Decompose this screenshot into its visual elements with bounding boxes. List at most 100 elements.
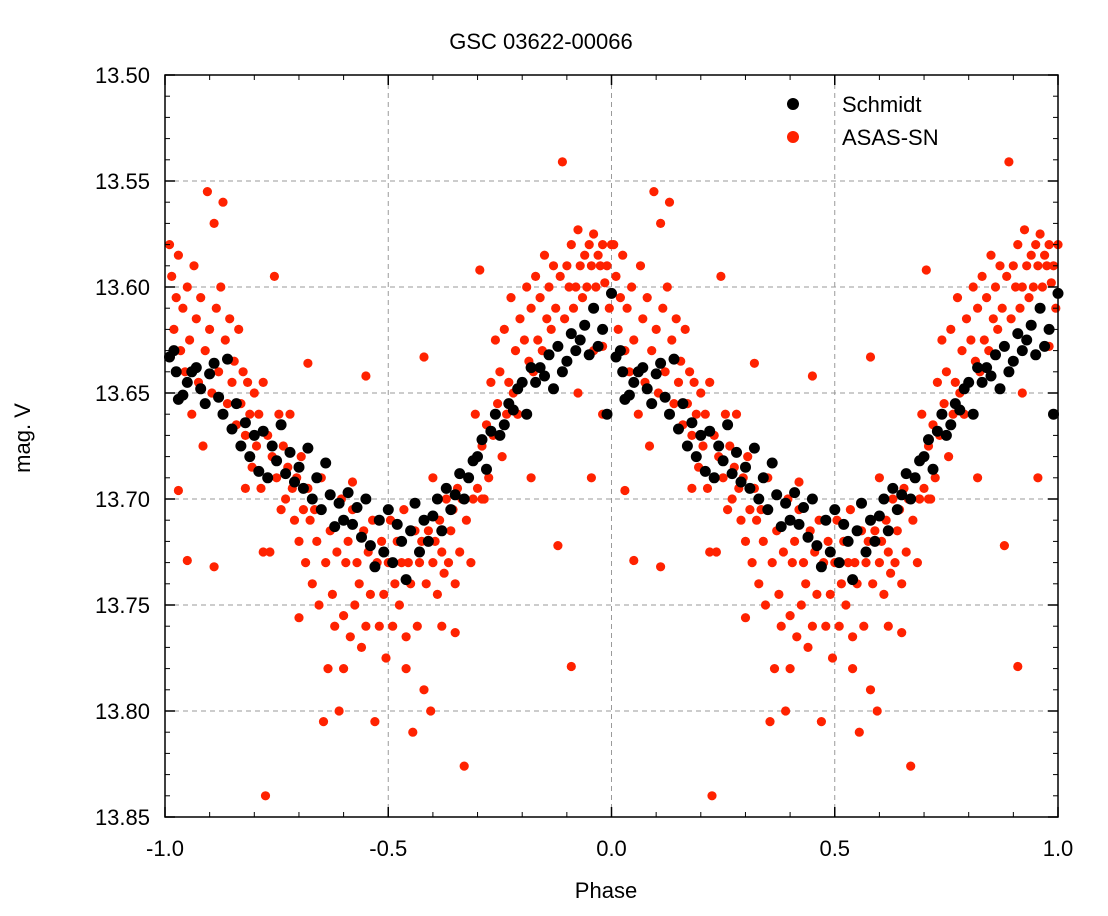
data-point <box>811 540 823 552</box>
data-point <box>802 531 814 543</box>
data-point <box>458 493 470 505</box>
data-point <box>238 367 248 377</box>
data-point <box>258 377 268 387</box>
data-point <box>345 632 355 642</box>
data-point <box>566 240 576 250</box>
data-point <box>982 293 992 303</box>
data-point <box>731 446 742 458</box>
data-point <box>979 335 989 345</box>
data-point <box>443 558 454 568</box>
data-point <box>1007 355 1019 367</box>
data-point <box>377 536 387 547</box>
data-point <box>262 472 274 484</box>
data-point <box>869 535 881 547</box>
data-point <box>312 536 322 547</box>
data-point <box>439 568 449 578</box>
data-point <box>274 409 284 419</box>
data-point <box>622 303 632 313</box>
data-point <box>1006 314 1016 324</box>
data-point <box>897 579 907 589</box>
data-point <box>421 579 431 589</box>
data-point <box>253 465 265 477</box>
data-point <box>588 302 600 314</box>
data-point <box>1021 334 1033 346</box>
data-point <box>990 349 1001 361</box>
data-point <box>868 579 878 589</box>
data-point <box>412 621 422 631</box>
data-point <box>1034 302 1046 314</box>
data-point <box>598 240 608 250</box>
data-point <box>713 440 725 452</box>
data-point <box>673 377 684 387</box>
data-point <box>534 362 546 374</box>
data-point <box>1031 240 1041 250</box>
data-point <box>609 240 619 250</box>
data-point <box>656 562 666 572</box>
data-point <box>191 314 201 324</box>
data-point <box>225 314 235 324</box>
data-point <box>205 324 215 334</box>
data-point <box>1033 473 1043 483</box>
data-point <box>617 366 629 378</box>
data-point <box>352 558 362 568</box>
data-point <box>660 367 670 377</box>
data-point <box>294 536 304 547</box>
data-point <box>1042 261 1052 271</box>
data-point <box>646 398 658 410</box>
data-point <box>374 621 384 631</box>
data-point <box>373 514 385 526</box>
data-point <box>289 476 300 488</box>
data-point <box>917 409 927 419</box>
data-point <box>673 423 684 435</box>
data-point <box>601 408 613 420</box>
data-point <box>940 429 952 441</box>
data-point <box>1044 240 1054 250</box>
data-point <box>575 261 585 271</box>
data-point <box>615 293 626 303</box>
data-point <box>771 489 783 501</box>
data-point <box>593 250 603 260</box>
data-point <box>604 303 614 313</box>
data-point <box>391 518 403 530</box>
data-point <box>426 706 436 716</box>
data-point <box>311 472 323 484</box>
data-point <box>614 345 626 357</box>
legend-marker <box>787 98 799 110</box>
data-point <box>700 409 710 419</box>
data-point <box>226 423 238 435</box>
data-point <box>774 589 784 600</box>
data-point <box>589 229 599 239</box>
data-point <box>403 558 413 568</box>
data-point <box>431 493 443 505</box>
data-point <box>999 541 1010 551</box>
data-point <box>333 497 345 509</box>
data-point <box>705 547 715 557</box>
data-point <box>450 628 460 638</box>
data-point <box>189 261 199 271</box>
data-point <box>824 546 836 558</box>
data-point <box>765 717 775 727</box>
data-point <box>981 362 993 374</box>
data-point <box>1011 282 1021 292</box>
data-point <box>419 352 429 362</box>
data-point <box>618 250 628 260</box>
data-point <box>324 489 336 501</box>
data-point <box>220 335 230 345</box>
data-point <box>285 409 295 419</box>
data-point <box>526 473 536 483</box>
data-point <box>499 324 509 334</box>
data-point <box>450 579 460 589</box>
data-point <box>937 335 947 345</box>
data-point <box>1025 319 1037 331</box>
data-point <box>796 600 806 610</box>
data-point <box>993 324 1003 334</box>
data-point <box>265 547 275 557</box>
data-point <box>260 791 271 801</box>
data-point <box>736 515 746 525</box>
data-point <box>762 504 774 516</box>
data-point <box>543 349 555 361</box>
data-point <box>408 727 418 737</box>
data-point <box>686 417 698 429</box>
data-point <box>351 502 363 513</box>
data-point <box>211 303 221 313</box>
